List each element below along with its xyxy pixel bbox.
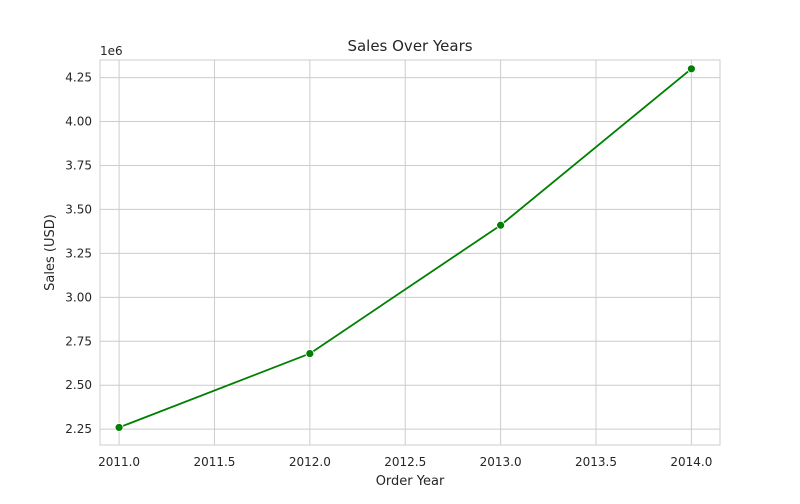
series-layer bbox=[114, 64, 696, 432]
x-tick-label: 2011.5 bbox=[193, 455, 235, 469]
y-tick-label: 3.50 bbox=[65, 202, 92, 216]
chart-title: Sales Over Years bbox=[347, 37, 472, 55]
x-tick-label: 2012.0 bbox=[289, 455, 331, 469]
data-point bbox=[496, 220, 506, 230]
x-tick-label: 2012.5 bbox=[384, 455, 426, 469]
plot-area-frame bbox=[99, 59, 721, 446]
y-tick-label: 4.00 bbox=[65, 115, 92, 129]
y-tick-label: 4.25 bbox=[65, 71, 92, 85]
x-tick-label: 2011.0 bbox=[98, 455, 140, 469]
y-axis-offset-label: 1e6 bbox=[100, 44, 123, 58]
grid bbox=[100, 60, 720, 445]
y-tick-label: 2.25 bbox=[65, 422, 92, 436]
data-point bbox=[114, 423, 124, 432]
x-tick-label: 2013.0 bbox=[480, 455, 522, 469]
data-point bbox=[686, 64, 696, 74]
x-axis-label: Order Year bbox=[376, 474, 445, 489]
y-tick-label: 2.75 bbox=[65, 334, 92, 348]
y-axis-label: Sales (USD) bbox=[43, 214, 58, 291]
y-tick-label: 3.00 bbox=[65, 290, 92, 304]
y-tick-label: 3.75 bbox=[65, 158, 92, 172]
x-tick-label: 2013.5 bbox=[575, 455, 617, 469]
series-line bbox=[118, 68, 692, 429]
y-tick-label: 2.50 bbox=[65, 378, 92, 392]
y-axis-ticks: 2.25 2.50 2.75 3.00 3.25 3.50 3.75 4.00 4.25 bbox=[65, 71, 92, 437]
x-axis-ticks: 2011.0 2011.5 2012.0 2012.5 2013.0 2013.5 2014… bbox=[98, 455, 712, 469]
data-point bbox=[305, 349, 315, 358]
y-tick-label: 3.25 bbox=[65, 246, 92, 260]
x-tick-label: 2014.0 bbox=[670, 455, 712, 469]
